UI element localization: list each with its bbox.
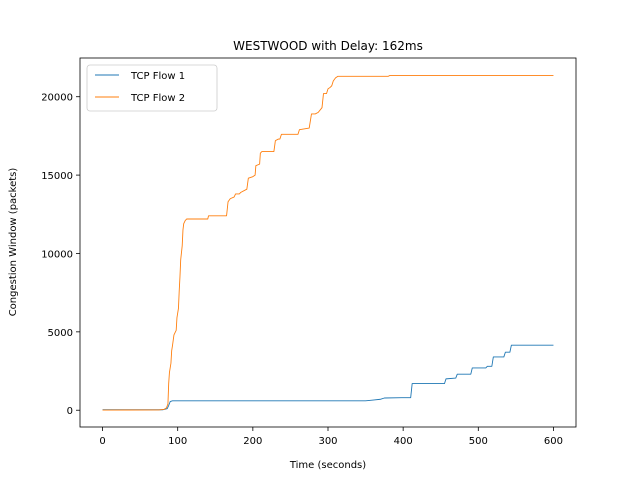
x-tick-label: 0 [99,436,105,447]
y-axis-label: Congestion Window (packets) [8,168,19,317]
legend: TCP Flow 1 TCP Flow 2 [86,64,218,112]
y-tick-label: 5000 [48,328,73,339]
y-tick-label: 20000 [41,93,73,104]
legend-label-flow-1: TCP Flow 1 [130,71,185,82]
series-line-flow-2 [102,75,554,411]
y-tick-label: 0 [67,406,73,417]
legend-box [86,64,218,112]
chart-title: WESTWOOD with Delay: 162ms [233,39,423,53]
x-tick-label: 500 [469,436,488,447]
y-tick-label: 10000 [41,249,73,260]
x-tick-label: 600 [544,436,563,447]
x-axis-label: Time (seconds) [289,460,366,471]
x-tick-label: 200 [243,436,262,447]
series-line-flow-1 [102,344,554,411]
x-tick-label: 300 [318,436,337,447]
plot-area [102,75,554,411]
plot-frame [79,57,577,428]
x-tick-label: 400 [394,436,413,447]
y-tick-label: 15000 [41,171,73,182]
legend-label-flow-2: TCP Flow 2 [130,93,185,104]
x-tick-label: 100 [168,436,187,447]
axis-ticks: 0 100 200 300 400 500 600 0 5000 10000 15000 20000 [41,93,563,447]
